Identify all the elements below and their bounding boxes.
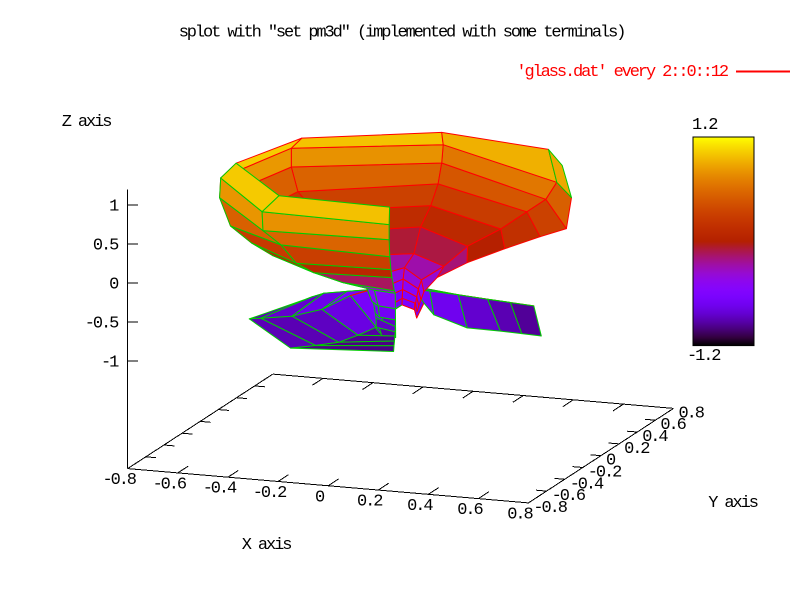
svg-text:Y axis: Y axis — [708, 494, 758, 513]
svg-text:0.6: 0.6 — [457, 501, 483, 520]
svg-text:1.2: 1.2 — [692, 116, 717, 135]
svg-text:-0.2: -0.2 — [253, 484, 286, 503]
svg-text:-0.8: -0.8 — [102, 471, 136, 490]
svg-text:0.8: 0.8 — [679, 404, 705, 423]
svg-text:0.4: 0.4 — [407, 497, 433, 516]
svg-text:0.4: 0.4 — [642, 428, 668, 447]
svg-text:0.5: 0.5 — [93, 237, 119, 256]
svg-text:Z axis: Z axis — [62, 113, 112, 132]
svg-text:0.8: 0.8 — [507, 505, 533, 524]
svg-text:-0.4: -0.4 — [203, 480, 237, 499]
svg-text:-0.2: -0.2 — [588, 464, 621, 483]
svg-text:-0.4: -0.4 — [570, 475, 604, 494]
svg-text:0.2: 0.2 — [624, 440, 649, 459]
svg-text:-1.2: -1.2 — [687, 347, 720, 366]
svg-text:X axis: X axis — [242, 536, 292, 555]
svg-text:-1: -1 — [101, 354, 119, 373]
svg-text:0.6: 0.6 — [660, 416, 686, 435]
svg-text:'glass.dat' every 2::0::12: 'glass.dat' every 2::0::12 — [516, 63, 728, 82]
svg-text:-0.8: -0.8 — [533, 499, 567, 518]
svg-text:-0.5: -0.5 — [85, 315, 119, 334]
svg-text:-0.6: -0.6 — [153, 475, 187, 494]
svg-text:0.2: 0.2 — [357, 493, 382, 512]
svg-text:-0.6: -0.6 — [552, 487, 586, 506]
svg-text:splot with "set pm3d" (impleme: splot with "set pm3d" (implemented with … — [179, 24, 625, 43]
